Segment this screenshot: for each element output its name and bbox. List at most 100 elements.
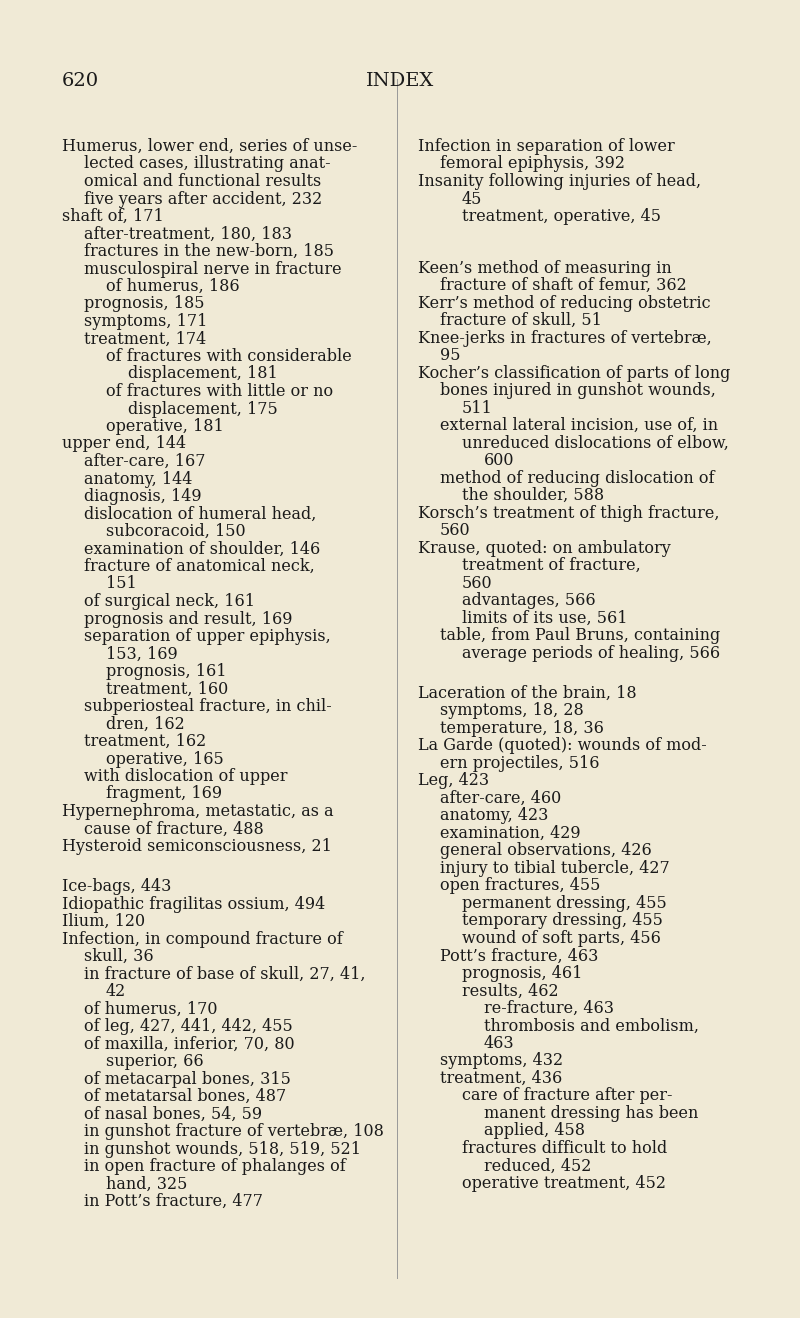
- Text: in open fracture of phalanges of: in open fracture of phalanges of: [84, 1159, 346, 1176]
- Text: fragment, 169: fragment, 169: [106, 786, 222, 803]
- Text: 45: 45: [462, 191, 482, 207]
- Text: Keen’s method of measuring in: Keen’s method of measuring in: [418, 260, 672, 277]
- Text: hand, 325: hand, 325: [106, 1176, 187, 1193]
- Text: symptoms, 432: symptoms, 432: [440, 1052, 563, 1069]
- Text: prognosis, 161: prognosis, 161: [106, 663, 226, 680]
- Text: examination, 429: examination, 429: [440, 825, 581, 842]
- Text: in Pott’s fracture, 477: in Pott’s fracture, 477: [84, 1193, 263, 1210]
- Text: limits of its use, 561: limits of its use, 561: [462, 610, 627, 626]
- Text: Korsch’s treatment of thigh fracture,: Korsch’s treatment of thigh fracture,: [418, 505, 719, 522]
- Text: shaft of, 171: shaft of, 171: [62, 208, 164, 225]
- Text: reduced, 452: reduced, 452: [484, 1157, 591, 1174]
- Text: of nasal bones, 54, 59: of nasal bones, 54, 59: [84, 1106, 262, 1123]
- Text: separation of upper epiphysis,: separation of upper epiphysis,: [84, 627, 330, 645]
- Text: five years after accident, 232: five years after accident, 232: [84, 191, 322, 207]
- Text: operative, 181: operative, 181: [106, 418, 224, 435]
- Text: Laceration of the brain, 18: Laceration of the brain, 18: [418, 685, 637, 702]
- Text: fractures in the new-born, 185: fractures in the new-born, 185: [84, 243, 334, 260]
- Text: of humerus, 170: of humerus, 170: [84, 1000, 218, 1017]
- Text: of fractures with little or no: of fractures with little or no: [106, 384, 333, 399]
- Text: cause of fracture, 488: cause of fracture, 488: [84, 821, 264, 837]
- Text: care of fracture after per-: care of fracture after per-: [462, 1087, 673, 1104]
- Text: Humerus, lower end, series of unse-: Humerus, lower end, series of unse-: [62, 138, 358, 156]
- Text: prognosis and result, 169: prognosis and result, 169: [84, 610, 293, 627]
- Text: Idiopathic fragilitas ossium, 494: Idiopathic fragilitas ossium, 494: [62, 896, 326, 913]
- Text: 95: 95: [440, 347, 461, 364]
- Text: Leg, 423: Leg, 423: [418, 772, 489, 789]
- Text: with dislocation of upper: with dislocation of upper: [84, 768, 287, 786]
- Text: 511: 511: [462, 399, 493, 416]
- Text: 151: 151: [106, 576, 137, 593]
- Text: prognosis, 461: prognosis, 461: [462, 965, 582, 982]
- Text: Hysteroid semiconsciousness, 21: Hysteroid semiconsciousness, 21: [62, 838, 332, 855]
- Text: results, 462: results, 462: [462, 982, 558, 999]
- Text: after-treatment, 180, 183: after-treatment, 180, 183: [84, 225, 292, 243]
- Text: Ilium, 120: Ilium, 120: [62, 913, 145, 931]
- Text: Pott’s fracture, 463: Pott’s fracture, 463: [440, 948, 598, 965]
- Text: Hypernephroma, metastatic, as a: Hypernephroma, metastatic, as a: [62, 803, 334, 820]
- Text: treatment of fracture,: treatment of fracture,: [462, 558, 641, 575]
- Text: thrombosis and embolism,: thrombosis and embolism,: [484, 1017, 699, 1035]
- Text: treatment, operative, 45: treatment, operative, 45: [462, 208, 661, 225]
- Text: method of reducing dislocation of: method of reducing dislocation of: [440, 469, 714, 486]
- Text: temporary dressing, 455: temporary dressing, 455: [462, 912, 663, 929]
- Text: after-care, 167: after-care, 167: [84, 453, 206, 471]
- Text: in gunshot wounds, 518, 519, 521: in gunshot wounds, 518, 519, 521: [84, 1141, 361, 1157]
- Text: 560: 560: [440, 522, 470, 539]
- Text: operative, 165: operative, 165: [106, 750, 224, 767]
- Text: manent dressing has been: manent dressing has been: [484, 1104, 698, 1122]
- Text: operative treatment, 452: operative treatment, 452: [462, 1174, 666, 1191]
- Text: Knee-jerks in fractures of vertebræ,: Knee-jerks in fractures of vertebræ,: [418, 330, 712, 347]
- Text: INDEX: INDEX: [366, 72, 434, 90]
- Text: 560: 560: [462, 575, 493, 592]
- Text: after-care, 460: after-care, 460: [440, 789, 562, 807]
- Text: treatment, 174: treatment, 174: [84, 331, 206, 348]
- Text: Kocher’s classification of parts of long: Kocher’s classification of parts of long: [418, 365, 730, 382]
- Text: fracture of shaft of femur, 362: fracture of shaft of femur, 362: [440, 277, 686, 294]
- Text: fractures difficult to hold: fractures difficult to hold: [462, 1140, 667, 1157]
- Text: fracture of anatomical neck,: fracture of anatomical neck,: [84, 558, 314, 575]
- Text: displacement, 181: displacement, 181: [128, 365, 278, 382]
- Text: bones injured in gunshot wounds,: bones injured in gunshot wounds,: [440, 382, 716, 399]
- Text: 153, 169: 153, 169: [106, 646, 178, 663]
- Text: Krause, quoted: on ambulatory: Krause, quoted: on ambulatory: [418, 539, 670, 556]
- Text: superior, 66: superior, 66: [106, 1053, 204, 1070]
- Text: table, from Paul Bruns, containing: table, from Paul Bruns, containing: [440, 627, 720, 645]
- Text: Infection in separation of lower: Infection in separation of lower: [418, 138, 674, 156]
- Text: applied, 458: applied, 458: [484, 1123, 585, 1139]
- Text: of maxilla, inferior, 70, 80: of maxilla, inferior, 70, 80: [84, 1036, 294, 1053]
- Text: displacement, 175: displacement, 175: [128, 401, 278, 418]
- Text: dren, 162: dren, 162: [106, 716, 185, 733]
- Text: the shoulder, 588: the shoulder, 588: [462, 488, 604, 503]
- Text: symptoms, 18, 28: symptoms, 18, 28: [440, 702, 584, 720]
- Text: La Garde (quoted): wounds of mod-: La Garde (quoted): wounds of mod-: [418, 737, 706, 754]
- Text: Insanity following injuries of head,: Insanity following injuries of head,: [418, 173, 701, 190]
- Text: open fractures, 455: open fractures, 455: [440, 878, 600, 895]
- Text: of metacarpal bones, 315: of metacarpal bones, 315: [84, 1070, 291, 1087]
- Text: unreduced dislocations of elbow,: unreduced dislocations of elbow,: [462, 435, 729, 452]
- Text: treatment, 436: treatment, 436: [440, 1070, 562, 1087]
- Text: femoral epiphysis, 392: femoral epiphysis, 392: [440, 156, 625, 173]
- Text: anatomy, 144: anatomy, 144: [84, 471, 192, 488]
- Text: 463: 463: [484, 1035, 514, 1052]
- Text: treatment, 160: treatment, 160: [106, 680, 228, 697]
- Text: general observations, 426: general observations, 426: [440, 842, 652, 859]
- Text: of humerus, 186: of humerus, 186: [106, 278, 240, 295]
- Text: Ice-bags, 443: Ice-bags, 443: [62, 878, 171, 895]
- Text: diagnosis, 149: diagnosis, 149: [84, 488, 202, 505]
- Text: lected cases, illustrating anat-: lected cases, illustrating anat-: [84, 156, 330, 173]
- Text: omical and functional results: omical and functional results: [84, 173, 322, 190]
- Text: average periods of healing, 566: average periods of healing, 566: [462, 645, 720, 662]
- Text: prognosis, 185: prognosis, 185: [84, 295, 205, 312]
- Text: advantages, 566: advantages, 566: [462, 592, 596, 609]
- Text: 620: 620: [62, 72, 99, 90]
- Text: external lateral incision, use of, in: external lateral incision, use of, in: [440, 416, 718, 434]
- Text: of fractures with considerable: of fractures with considerable: [106, 348, 352, 365]
- Text: symptoms, 171: symptoms, 171: [84, 312, 207, 330]
- Text: subperiosteal fracture, in chil-: subperiosteal fracture, in chil-: [84, 699, 332, 714]
- Text: Infection, in compound fracture of: Infection, in compound fracture of: [62, 931, 342, 948]
- Text: ern projectiles, 516: ern projectiles, 516: [440, 755, 599, 772]
- Text: 42: 42: [106, 983, 126, 1000]
- Text: anatomy, 423: anatomy, 423: [440, 808, 548, 824]
- Text: examination of shoulder, 146: examination of shoulder, 146: [84, 540, 320, 558]
